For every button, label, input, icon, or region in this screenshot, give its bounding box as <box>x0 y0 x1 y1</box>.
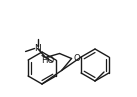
Text: HO: HO <box>42 56 55 65</box>
Text: N: N <box>34 44 41 53</box>
Text: O: O <box>73 54 80 63</box>
